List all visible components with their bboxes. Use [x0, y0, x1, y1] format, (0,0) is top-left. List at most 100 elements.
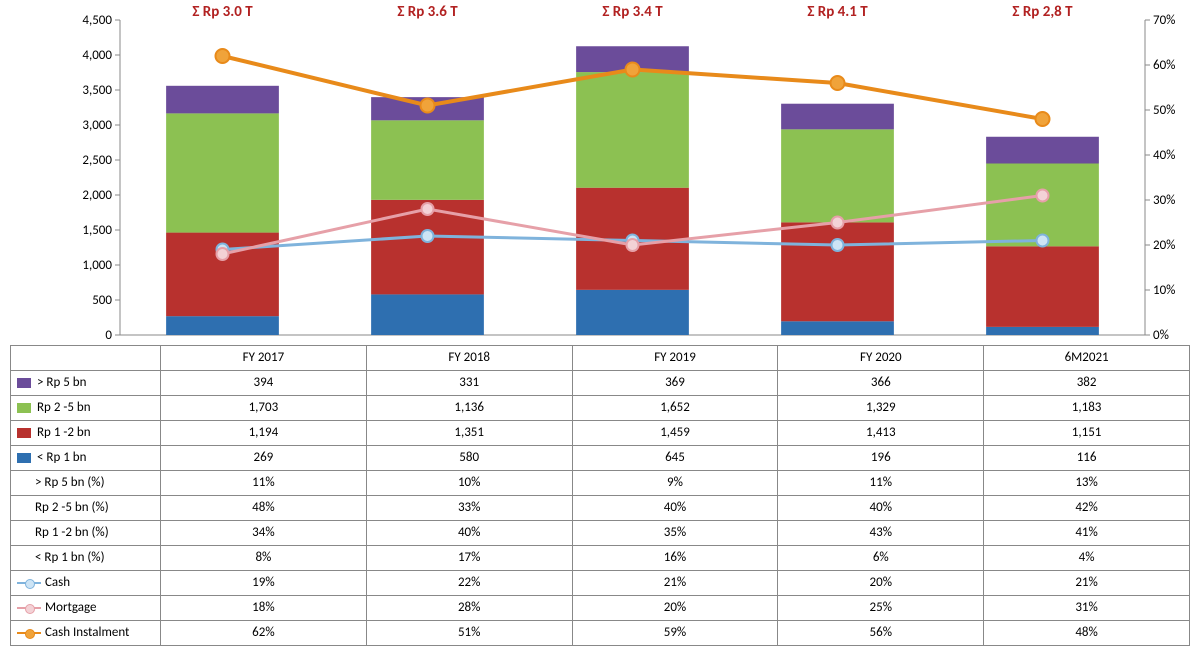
table-cell: 1,183: [984, 396, 1190, 421]
svg-text:1,000: 1,000: [82, 258, 112, 273]
table-column-header: FY 2017: [161, 346, 367, 371]
table-header-row: FY 2017FY 2018FY 2019FY 20206M2021: [11, 346, 1190, 371]
table-cell: 4%: [984, 546, 1190, 571]
table-cell: 19%: [161, 571, 367, 596]
table-row: Mortgage18%28%20%25%31%: [11, 596, 1190, 621]
table-cell: 40%: [572, 496, 778, 521]
table-cell: 34%: [161, 521, 367, 546]
row-label-text: Rp 2 -5 bn: [37, 400, 91, 415]
svg-text:0%: 0%: [1153, 328, 1169, 343]
row-label-cell: Rp 1 -2 bn (%): [11, 521, 161, 546]
bar-segment: [166, 316, 279, 335]
table-cell: 8%: [161, 546, 367, 571]
table-cell: 382: [984, 371, 1190, 396]
row-label-text: Cash: [45, 575, 70, 590]
table-cell: 59%: [572, 621, 778, 646]
table-column-header: FY 2020: [778, 346, 984, 371]
table-cell: 1,703: [161, 396, 367, 421]
bar-segment: [986, 137, 1099, 164]
bar-segment: [371, 120, 484, 200]
row-label-cell: > Rp 5 bn: [11, 371, 161, 396]
table-cell: 35%: [572, 521, 778, 546]
legend-line-icon: [17, 628, 41, 638]
row-label-cell: < Rp 1 bn (%): [11, 546, 161, 571]
bar-segment: [166, 86, 279, 114]
chart-area: 05001,0001,5002,0002,5003,0003,5004,0004…: [0, 0, 1200, 345]
table-row: Rp 1 -2 bn1,1941,3511,4591,4131,151: [11, 421, 1190, 446]
svg-text:70%: 70%: [1153, 13, 1175, 28]
table-cell: 1,652: [572, 396, 778, 421]
table-cell: 22%: [366, 571, 572, 596]
bar-segment: [166, 113, 279, 232]
table-cell: 6%: [778, 546, 984, 571]
row-label-text: < Rp 1 bn: [37, 450, 86, 465]
row-label-cell: Rp 2 -5 bn: [11, 396, 161, 421]
table-cell: 394: [161, 371, 367, 396]
table-cell: 17%: [366, 546, 572, 571]
table-cell: 1,413: [778, 421, 984, 446]
bar-segment: [986, 327, 1099, 335]
table-cell: 1,194: [161, 421, 367, 446]
table-corner-cell: [11, 346, 161, 371]
table-cell: 62%: [161, 621, 367, 646]
legend-swatch-icon: [17, 378, 31, 388]
table-row: < Rp 1 bn269580645196116: [11, 446, 1190, 471]
row-label-cell: Cash: [11, 571, 161, 596]
row-label-cell: Rp 1 -2 bn: [11, 421, 161, 446]
table-cell: 1,459: [572, 421, 778, 446]
table-cell: 1,151: [984, 421, 1190, 446]
sigma-label: Σ Rp 3.6 T: [397, 3, 458, 21]
svg-text:4,000: 4,000: [82, 48, 112, 63]
table-cell: 196: [778, 446, 984, 471]
bar-segment: [781, 129, 894, 222]
table-row: Cash Instalment62%51%59%56%48%: [11, 621, 1190, 646]
table-cell: 43%: [778, 521, 984, 546]
bar-segment: [781, 104, 894, 130]
marker-mortgage: [1037, 190, 1049, 202]
table-row: < Rp 1 bn (%)8%17%16%6%4%: [11, 546, 1190, 571]
table-cell: 28%: [366, 596, 572, 621]
marker-instalment: [1036, 112, 1050, 126]
sigma-label: Σ Rp 4.1 T: [807, 3, 868, 21]
svg-text:40%: 40%: [1153, 148, 1175, 163]
bar-segment: [986, 246, 1099, 327]
marker-mortgage: [217, 248, 229, 260]
svg-text:2,500: 2,500: [82, 153, 112, 168]
table-cell: 10%: [366, 471, 572, 496]
table-cell: 31%: [984, 596, 1190, 621]
row-label-cell: Mortgage: [11, 596, 161, 621]
table-row: Rp 1 -2 bn (%)34%40%35%43%41%: [11, 521, 1190, 546]
row-label-cell: Rp 2 -5 bn (%): [11, 496, 161, 521]
table-row: Rp 2 -5 bn1,7031,1361,6521,3291,183: [11, 396, 1190, 421]
legend-swatch-icon: [17, 428, 31, 438]
data-table: FY 2017FY 2018FY 2019FY 20206M2021> Rp 5…: [10, 345, 1190, 646]
row-label-text: Rp 1 -2 bn: [37, 425, 91, 440]
table-cell: 42%: [984, 496, 1190, 521]
svg-text:20%: 20%: [1153, 238, 1175, 253]
bar-segment: [576, 290, 689, 335]
marker-mortgage: [627, 239, 639, 251]
row-label-text: Cash Instalment: [45, 625, 129, 640]
table-cell: 16%: [572, 546, 778, 571]
svg-text:10%: 10%: [1153, 283, 1175, 298]
sigma-label: Σ Rp 3.0 T: [192, 3, 253, 21]
row-label-text: Mortgage: [45, 600, 96, 615]
svg-text:3,000: 3,000: [82, 118, 112, 133]
table-row: > Rp 5 bn (%)11%10%9%11%13%: [11, 471, 1190, 496]
table-column-header: 6M2021: [984, 346, 1190, 371]
marker-cash: [1037, 235, 1049, 247]
svg-text:50%: 50%: [1153, 103, 1175, 118]
row-label-cell: > Rp 5 bn (%): [11, 471, 161, 496]
marker-instalment: [626, 63, 640, 77]
table-cell: 1,136: [366, 396, 572, 421]
row-label-cell: < Rp 1 bn: [11, 446, 161, 471]
bar-segment: [781, 321, 894, 335]
row-label-cell: Cash Instalment: [11, 621, 161, 646]
legend-swatch-icon: [17, 453, 31, 463]
svg-text:3,500: 3,500: [82, 83, 112, 98]
data-table-area: FY 2017FY 2018FY 2019FY 20206M2021> Rp 5…: [10, 345, 1190, 646]
table-cell: 18%: [161, 596, 367, 621]
table-cell: 51%: [366, 621, 572, 646]
bar-segment: [781, 222, 894, 321]
bar-segment: [371, 294, 484, 335]
